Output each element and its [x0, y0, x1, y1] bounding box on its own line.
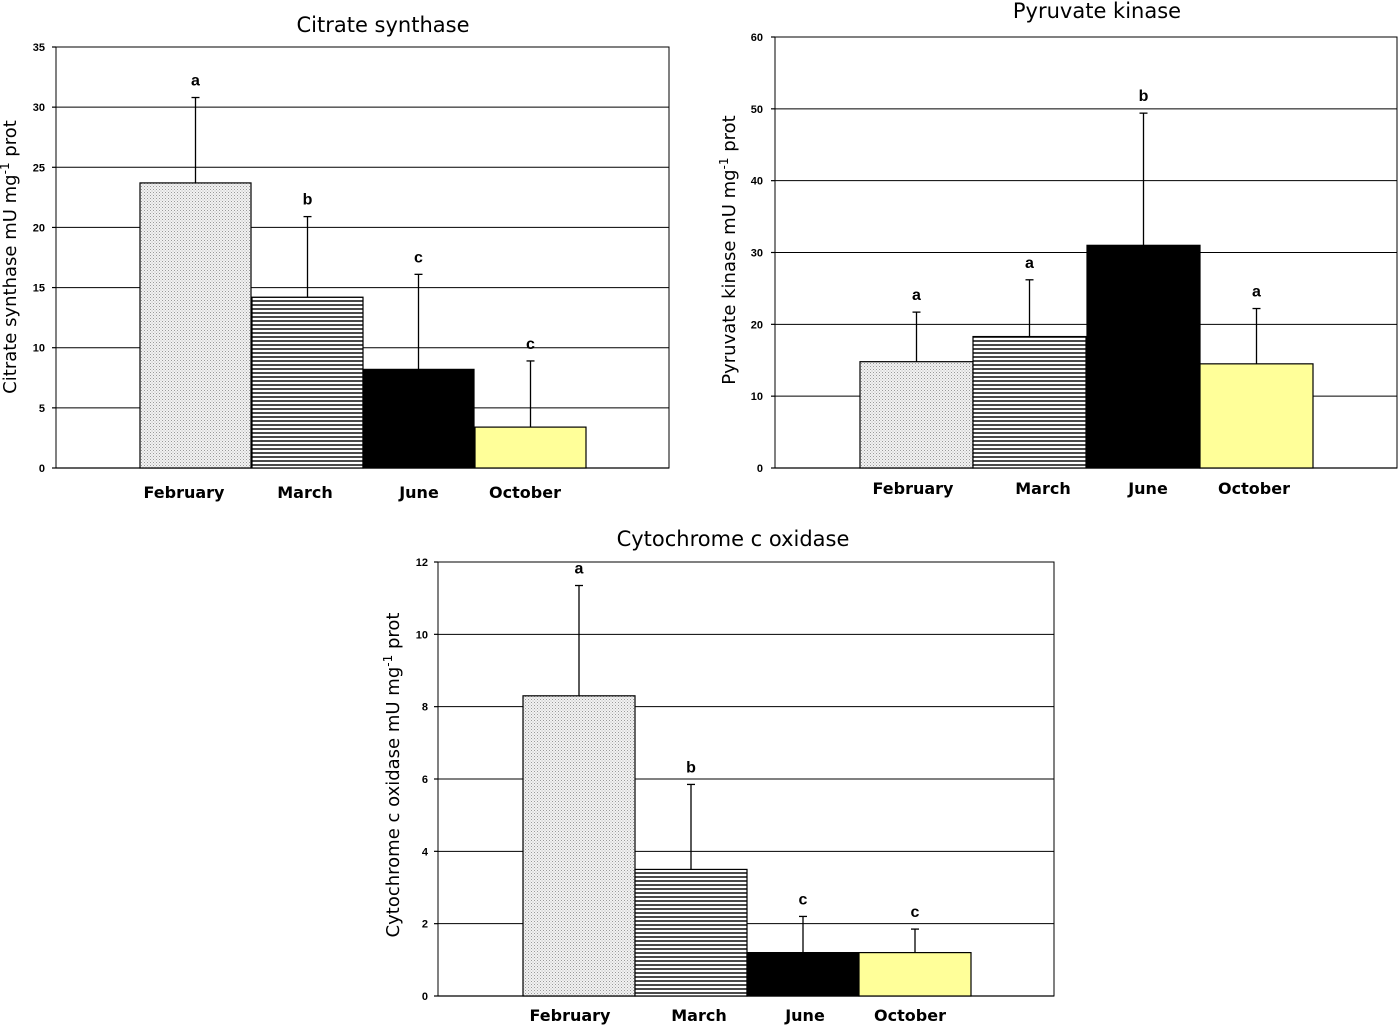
y-tick-label: 30: [33, 102, 45, 114]
chart-title: Citrate synthase: [296, 13, 469, 37]
x-category-label: March: [671, 1006, 726, 1025]
y-tick-label: 5: [39, 403, 45, 415]
x-category-label: October: [1218, 479, 1290, 498]
significance-letter: a: [912, 287, 921, 304]
bar-october: [1199, 363, 1314, 469]
y-tick-label: 0: [422, 991, 428, 1003]
y-tick-label: 12: [416, 557, 428, 569]
significance-letter: a: [1025, 255, 1034, 272]
bar-february: [139, 182, 252, 469]
y-axis-title: Pyruvate kinase mU mg-1 prot: [717, 115, 740, 384]
error-bars: [912, 112, 1261, 364]
significance-letter: b: [686, 759, 696, 776]
y-tick-label: 15: [33, 283, 45, 295]
x-category-label: February: [530, 1006, 612, 1025]
y-tick-label: 2: [422, 919, 428, 931]
category-labels: February March June October: [530, 1006, 947, 1025]
chart-cytochrome-c-oxidase: Cytochrome c oxidase 0 2 4 6 8 10 12 a b c c Febr…: [381, 527, 1055, 1025]
bar-february: [522, 695, 636, 997]
x-category-label: October: [874, 1006, 946, 1025]
bar-october: [858, 951, 972, 997]
significance-letter: c: [526, 336, 535, 353]
bar-june: [1086, 244, 1201, 469]
significance-letters: a a b a: [912, 88, 1261, 304]
chart-title: Cytochrome c oxidase: [617, 527, 850, 551]
bar-june: [362, 368, 475, 469]
significance-letter: b: [1139, 88, 1149, 105]
bar-march: [972, 335, 1087, 469]
x-category-label: June: [398, 483, 439, 502]
significance-letters: a b c c: [575, 561, 920, 922]
y-tick-label: 4: [422, 846, 429, 858]
y-axis-title: Cytochrome c oxidase mU mg-1 prot: [381, 613, 404, 938]
y-tick-label: 25: [33, 162, 45, 174]
significance-letter: c: [911, 904, 920, 921]
bar-march: [251, 296, 364, 469]
y-tick-label: 50: [751, 104, 763, 116]
y-tick-label: 35: [33, 42, 45, 54]
category-labels: February March June October: [873, 479, 1291, 498]
y-tick-label: 60: [751, 32, 763, 44]
bar-june: [746, 951, 860, 997]
y-tick-label: 20: [33, 222, 45, 234]
y-tick-label: 10: [416, 629, 428, 641]
x-category-label: March: [1015, 479, 1070, 498]
y-tick-label: 6: [422, 774, 428, 786]
x-category-label: June: [1127, 479, 1168, 498]
x-category-label: October: [489, 483, 561, 502]
y-tick-label: 0: [39, 463, 45, 475]
bars: [522, 695, 972, 997]
significance-letter: a: [191, 73, 200, 90]
bar-february: [859, 361, 974, 469]
significance-letter: c: [799, 891, 808, 908]
y-tick-label: 0: [757, 463, 763, 475]
y-tick-label: 10: [33, 343, 45, 355]
significance-letters: a b c c: [191, 73, 535, 353]
error-bars: [191, 96, 535, 428]
y-axis-title: Citrate synthase mU mg-1 prot: [0, 120, 21, 394]
x-category-label: February: [144, 483, 226, 502]
y-tick-label: 40: [751, 176, 763, 188]
y-tick-label: 10: [751, 391, 763, 403]
significance-letter: a: [575, 561, 584, 578]
bars: [139, 182, 587, 469]
significance-letter: c: [414, 249, 423, 266]
x-category-label: February: [873, 479, 955, 498]
category-labels: February March June October: [144, 483, 562, 502]
y-tick-label: 20: [751, 319, 763, 331]
error-bars: [575, 584, 919, 953]
chart-pyruvate-kinase: Pyruvate kinase 0 10 20 30 40 50 60 a a b a Febru…: [717, 0, 1398, 498]
bar-march: [634, 868, 748, 997]
significance-letter: b: [303, 192, 313, 209]
bar-october: [474, 426, 587, 469]
y-tick-label: 8: [422, 702, 428, 714]
chart-citrate-synthase: Citrate synthase 0 5 10 15 20 25 30 35 a b c c Feb…: [0, 13, 670, 502]
x-category-label: June: [784, 1006, 825, 1025]
y-tick-label: 30: [751, 248, 763, 260]
chart-title: Pyruvate kinase: [1013, 0, 1181, 23]
x-category-label: March: [277, 483, 332, 502]
significance-letter: a: [1252, 284, 1261, 301]
bars: [859, 244, 1314, 469]
